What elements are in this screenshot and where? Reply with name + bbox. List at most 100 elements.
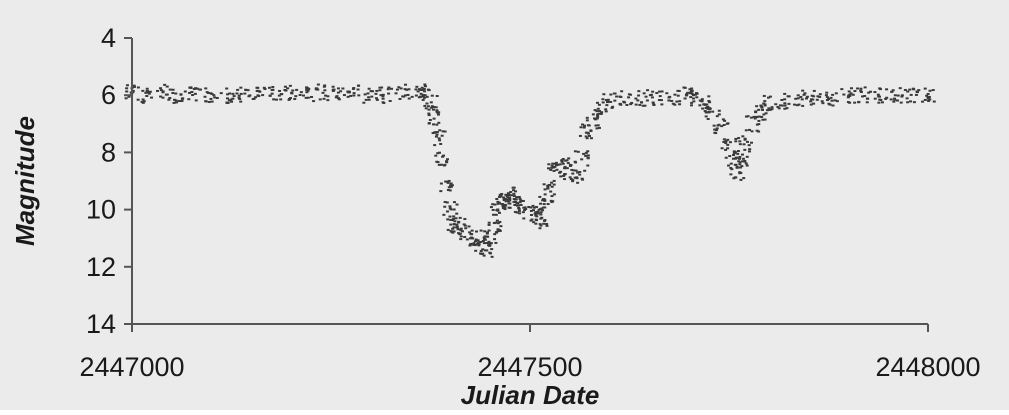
data-point bbox=[243, 93, 246, 95]
data-point bbox=[602, 93, 605, 95]
data-point bbox=[542, 198, 545, 200]
data-point bbox=[205, 100, 208, 102]
data-point bbox=[305, 97, 308, 99]
data-point bbox=[550, 200, 553, 202]
data-point bbox=[576, 172, 579, 174]
data-point bbox=[415, 86, 418, 88]
data-point bbox=[439, 143, 442, 145]
x-axis-title: Julian Date bbox=[461, 380, 600, 410]
data-point bbox=[738, 172, 741, 174]
data-point bbox=[728, 155, 731, 157]
data-point bbox=[442, 130, 445, 132]
data-point bbox=[489, 252, 492, 254]
data-point bbox=[927, 93, 930, 95]
data-point bbox=[801, 90, 804, 92]
data-point bbox=[748, 144, 751, 146]
data-point bbox=[655, 92, 658, 94]
data-point bbox=[847, 96, 850, 98]
data-point bbox=[272, 98, 275, 100]
data-point bbox=[456, 204, 459, 206]
data-point bbox=[485, 249, 488, 251]
data-point bbox=[422, 99, 425, 101]
data-point bbox=[916, 91, 919, 93]
data-point bbox=[269, 95, 272, 97]
data-point bbox=[742, 177, 745, 179]
data-point bbox=[491, 256, 494, 258]
data-point bbox=[827, 103, 830, 105]
data-point bbox=[482, 240, 485, 242]
data-point bbox=[877, 94, 880, 96]
data-point bbox=[551, 165, 554, 167]
data-point bbox=[457, 228, 460, 230]
data-point bbox=[442, 155, 445, 157]
data-point bbox=[150, 97, 153, 99]
data-point bbox=[433, 132, 436, 134]
data-point bbox=[713, 125, 716, 127]
data-point bbox=[932, 89, 935, 91]
data-point bbox=[283, 89, 286, 91]
data-point bbox=[910, 94, 913, 96]
data-point bbox=[684, 97, 687, 99]
data-point bbox=[590, 137, 593, 139]
data-point bbox=[543, 203, 546, 205]
data-point bbox=[627, 96, 630, 98]
data-point bbox=[492, 209, 495, 211]
data-point bbox=[825, 94, 828, 96]
data-point bbox=[750, 142, 753, 144]
data-point bbox=[449, 189, 452, 191]
data-point bbox=[708, 111, 711, 113]
data-point bbox=[794, 98, 797, 100]
data-point bbox=[899, 87, 902, 89]
data-point bbox=[256, 90, 259, 92]
data-point bbox=[819, 93, 822, 95]
x-tick-label: 2447000 bbox=[79, 352, 184, 382]
data-point bbox=[503, 207, 506, 209]
data-point bbox=[677, 95, 680, 97]
data-point bbox=[137, 99, 140, 101]
data-point bbox=[564, 173, 567, 175]
data-point bbox=[853, 90, 856, 92]
data-point bbox=[545, 225, 548, 227]
data-point bbox=[211, 101, 214, 103]
data-point bbox=[458, 233, 461, 235]
data-point bbox=[125, 97, 128, 99]
data-point bbox=[553, 166, 556, 168]
data-point bbox=[433, 118, 436, 120]
data-point bbox=[499, 195, 502, 197]
data-point bbox=[640, 101, 643, 103]
data-point bbox=[582, 153, 585, 155]
data-point bbox=[427, 89, 430, 91]
data-point bbox=[514, 201, 517, 203]
data-point bbox=[172, 89, 175, 91]
data-point bbox=[490, 206, 493, 208]
data-point bbox=[171, 92, 174, 94]
data-point bbox=[148, 93, 151, 95]
data-point bbox=[146, 88, 149, 90]
data-point bbox=[873, 91, 876, 93]
data-point bbox=[517, 204, 520, 206]
data-point bbox=[835, 92, 838, 94]
data-point bbox=[402, 96, 405, 98]
data-point bbox=[469, 237, 472, 239]
data-point bbox=[881, 101, 884, 103]
data-point bbox=[125, 90, 128, 92]
data-point bbox=[746, 165, 749, 167]
data-point bbox=[729, 141, 732, 143]
data-point bbox=[450, 182, 453, 184]
data-point bbox=[178, 100, 181, 102]
data-point bbox=[885, 88, 888, 90]
data-point bbox=[831, 94, 834, 96]
data-point bbox=[424, 85, 427, 87]
data-point bbox=[734, 140, 737, 142]
data-point bbox=[586, 119, 589, 121]
data-point bbox=[667, 99, 670, 101]
data-point bbox=[425, 107, 428, 109]
data-point bbox=[698, 104, 701, 106]
data-point bbox=[279, 98, 282, 100]
data-point bbox=[578, 174, 581, 176]
data-point bbox=[512, 193, 515, 195]
data-point bbox=[488, 222, 491, 224]
data-point bbox=[404, 84, 407, 86]
data-point bbox=[433, 144, 436, 146]
data-point bbox=[730, 163, 733, 165]
